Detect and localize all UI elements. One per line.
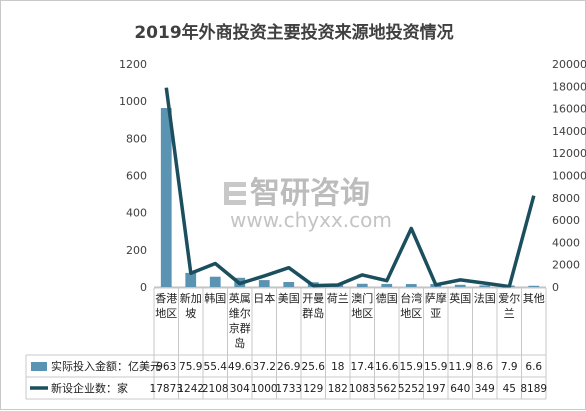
data-label-line: 1083	[349, 383, 376, 395]
x-tick-label: 萨摩	[425, 291, 447, 305]
y-left-tick-label: 1000	[119, 95, 147, 108]
x-tick-label: 香港	[155, 292, 177, 305]
watermark-brand: 智研咨询	[250, 176, 370, 211]
y-right-tick-label: 20000	[552, 58, 586, 71]
y-left-tick-label: 400	[126, 207, 147, 220]
watermark-url: www.chyxx.com	[230, 208, 392, 232]
y-left-tick-label: 1200	[119, 58, 147, 71]
data-label-bar: 11.9	[449, 361, 472, 373]
bar	[381, 284, 392, 287]
bar	[479, 285, 490, 287]
data-label-bar: 6.6	[525, 361, 542, 373]
x-tick-label: 法国	[474, 291, 496, 305]
data-label-line: 562	[377, 383, 397, 395]
y-right-tick-label: 12000	[552, 147, 586, 160]
data-label-bar: 15.9	[400, 361, 423, 373]
x-tick-label: 亚	[430, 307, 441, 320]
x-tick-label: 英属	[229, 291, 251, 305]
y-right-tick-label: 6000	[552, 214, 580, 227]
legend-item-line: 新设企业数：家	[30, 381, 128, 395]
data-label-line: 304	[230, 383, 250, 395]
data-label-bar: 8.6	[476, 361, 493, 373]
bar	[259, 280, 270, 287]
x-tick-label: 英国	[449, 291, 471, 305]
data-label-line: 2108	[202, 383, 229, 395]
x-tick-label: 兰	[504, 307, 515, 320]
bar	[161, 108, 172, 287]
data-label-line: 1242	[177, 383, 204, 395]
bar	[455, 285, 466, 287]
y-right-tick-label: 10000	[552, 170, 586, 183]
x-tick-label: 地区	[155, 307, 177, 320]
x-tick-label: 新加	[180, 291, 202, 305]
x-tick-label: 澳门	[351, 291, 373, 305]
data-label-bar: 17.4	[351, 361, 375, 373]
bar	[210, 277, 221, 287]
data-label-line: 197	[426, 383, 446, 395]
y-right-tick-label: 0	[552, 281, 559, 294]
data-label-bar: 37.2	[253, 361, 276, 373]
y-left-tick-label: 0	[140, 281, 147, 294]
data-label-bar: 18	[331, 361, 344, 373]
data-label-bar: 49.6	[228, 361, 252, 373]
bar	[406, 284, 417, 287]
x-tick-label: 台湾	[400, 291, 422, 305]
y-right-tick-label: 4000	[552, 236, 580, 249]
x-tick-label: 维尔	[229, 307, 251, 320]
y-left-tick-label: 800	[126, 132, 147, 145]
x-tick-label: 京群	[229, 321, 251, 335]
x-tick-label: 荷兰	[327, 292, 349, 305]
data-label-line: 8189	[520, 383, 547, 395]
legend-label-bar: 实际投入金额：亿美元	[51, 359, 161, 373]
y-right-tick-label: 16000	[552, 103, 586, 116]
x-tick-label: 群岛	[302, 306, 324, 320]
x-tick-label: 其他	[523, 292, 545, 305]
y-left-tick-label: 600	[126, 170, 147, 183]
x-tick-label: 地区	[351, 307, 373, 320]
y-left-tick-label: 200	[126, 244, 147, 257]
legend-item-bar: 实际投入金额：亿美元	[31, 359, 161, 373]
data-label-bar: 7.9	[501, 361, 518, 373]
x-tick-label: 德国	[376, 291, 398, 305]
data-label-line: 1000	[251, 383, 278, 395]
y-right-tick-label: 8000	[552, 192, 580, 205]
bar	[357, 284, 368, 287]
x-tick-label: 坡	[185, 307, 196, 320]
data-label-bar: 26.9	[277, 361, 300, 373]
bar	[185, 273, 196, 287]
data-table: 香港地区新加坡韩国英属维尔京群岛日本美国开曼群岛荷兰澳门地区德国台湾地区萨摩亚英…	[26, 288, 547, 399]
data-label-bar: 15.9	[424, 361, 447, 373]
watermark-logo-icon	[224, 182, 246, 205]
y-right-tick-label: 14000	[552, 125, 586, 138]
x-tick-label: 日本	[253, 291, 275, 305]
x-tick-label: 韩国	[204, 291, 226, 305]
data-label-line: 182	[328, 383, 348, 395]
y-right-tick-label: 18000	[552, 80, 586, 93]
data-label-bar: 963	[156, 361, 176, 373]
x-tick-label: 开曼	[302, 292, 324, 305]
chart-title: 2019年外商投资主要投资来源地投资情况	[134, 22, 453, 43]
x-tick-label: 岛	[234, 336, 245, 350]
x-tick-label: 爱尔	[498, 292, 520, 305]
y-right-tick-label: 2000	[552, 259, 580, 272]
bar	[283, 282, 294, 287]
data-label-line: 640	[450, 383, 470, 395]
legend-label-line: 新设企业数：家	[51, 381, 128, 395]
x-tick-label: 地区	[400, 307, 422, 320]
legend-swatch-bar	[31, 362, 47, 371]
data-label-bar: 75.9	[179, 361, 202, 373]
bar	[528, 286, 539, 287]
data-label-bar: 55.4	[204, 361, 228, 373]
x-tick-label: 美国	[278, 292, 300, 305]
data-label-bar: 25.6	[302, 361, 326, 373]
data-label-bar: 16.6	[375, 361, 399, 373]
data-label-line: 1733	[275, 383, 302, 395]
data-label-line: 5252	[398, 383, 425, 395]
data-label-line: 129	[303, 383, 323, 395]
data-label-line: 349	[475, 383, 495, 395]
data-label-line: 45	[503, 383, 516, 395]
